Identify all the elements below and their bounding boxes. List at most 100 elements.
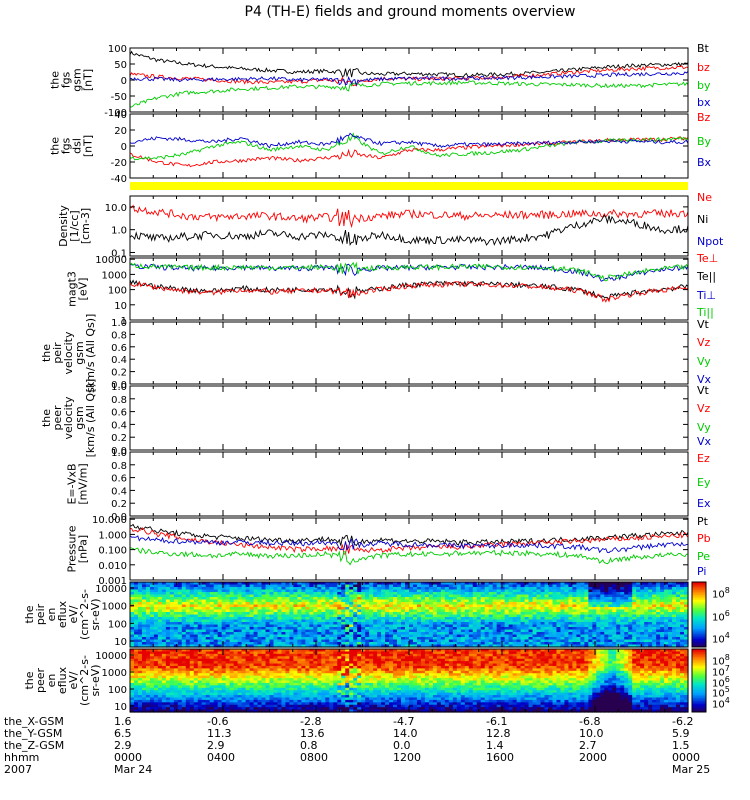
ytick-label: 0.2	[111, 433, 127, 444]
legend-ex: Ex	[697, 497, 711, 510]
series-pi	[129, 535, 689, 554]
ytick-label: 1000	[102, 602, 127, 613]
panel-fgs-dsl: 40 20 0 -20 -40 thefgsdsl[nT]	[49, 110, 689, 185]
footer-row-label: hhmm	[4, 751, 40, 764]
legend-te: Te||	[697, 270, 717, 283]
colorbar-tick: 104	[712, 631, 730, 646]
legend-vx: Vx	[697, 435, 712, 448]
plot-title: P4 (TH-E) fields and ground moments over…	[244, 4, 576, 20]
colorbar	[691, 648, 707, 713]
legend-vx: Vx	[697, 373, 712, 386]
panel-frame	[129, 113, 689, 179]
ytick-label: 10	[114, 301, 127, 312]
panel-peir-velocity: 1.00.80.60.40.20.0thepeirvelocitygsm[km/…	[40, 314, 689, 392]
legend-te: Te⊥	[697, 252, 719, 265]
footer-value: -0.6	[207, 715, 229, 728]
legend-npot: Npot	[697, 235, 724, 248]
colorbar	[691, 581, 707, 648]
footer-value: 0800	[300, 751, 328, 764]
ytick-label: 10.000	[92, 515, 127, 526]
legend-bz: Bz	[697, 111, 711, 124]
panel-peer-en-eflux: 10000 1000 100 10 thepeerenefluxeV/(cm^2-s-s…	[23, 648, 707, 713]
footer-value: -4.7	[393, 715, 415, 728]
legend-by: By	[697, 135, 712, 148]
footer-row-label: the_Y-GSM	[4, 727, 63, 740]
footer-value: 13.6	[300, 727, 325, 740]
panel-efield: 1.0 0.8 0.60.4 0.2 0.0 E=-VxB[mV/m]	[66, 448, 689, 523]
ytick-label: 20	[114, 126, 127, 137]
footer-value: 5.9	[672, 727, 690, 740]
footer-value: -6.2	[672, 715, 694, 728]
legend-bx: Bx	[697, 156, 712, 169]
footer-value: 1.5	[672, 739, 690, 752]
ytick-label: 0.4	[111, 420, 127, 431]
series-bx	[129, 132, 689, 149]
ytick-label: 0.4	[111, 355, 127, 366]
legend-vt: Vt	[697, 384, 709, 397]
legend-vy: Vy	[697, 421, 711, 434]
ytick-label: 10000	[95, 584, 127, 595]
ytick-label: 0.2	[111, 368, 127, 379]
legend-ne: Ne	[697, 191, 712, 204]
panel-peer-velocity: 1.0 0.8 0.60.4 0.2 0.0 thepeervelocitygsm[km/…	[40, 379, 689, 458]
footer-value: 2.7	[579, 739, 597, 752]
series-ti	[129, 263, 689, 282]
footer-row-label: the_X-GSM	[4, 715, 64, 728]
series-pe	[129, 547, 688, 566]
ytick-label: -100	[104, 108, 127, 119]
series-ni	[129, 214, 689, 247]
panel-frame	[129, 451, 689, 517]
series-te	[129, 280, 689, 303]
ytick-label: 0.1	[111, 248, 127, 259]
ylabel: thefgsgsm[nT]	[49, 68, 95, 91]
legend-vz: Vz	[697, 402, 711, 415]
panel-density: 10.0 1.0 0.1 Density[1/cc][cm-3]	[57, 195, 689, 259]
legend-vt: Vt	[697, 318, 709, 331]
footer-value: 12.8	[486, 727, 511, 740]
legend-pb: Pb	[697, 532, 711, 545]
footer-value: 6.5	[114, 727, 132, 740]
footer-value: 0000	[672, 751, 700, 764]
footer-value: Mar 24	[114, 763, 153, 776]
colorbar-tick: 106	[712, 674, 730, 689]
legend-ti: Ti⊥	[697, 289, 717, 302]
legend-pe: Pe	[697, 550, 711, 563]
series-by	[129, 80, 689, 108]
legend-pt: Pt	[697, 515, 708, 528]
ylabel: thepeervelocitygsm[km/s (All Qs)]	[40, 379, 97, 458]
ytick-label: 0.6	[111, 408, 127, 419]
ylabel: E=-VxB[mV/m]	[66, 463, 90, 504]
ytick-label: 0.2	[111, 499, 127, 510]
ytick-label: 0.8	[111, 461, 127, 472]
panel-frame	[129, 321, 689, 385]
footer-value: 2.9	[114, 739, 132, 752]
ytick-label: 10	[114, 702, 127, 713]
ytick-label: 10000	[95, 651, 127, 662]
ytick-label: 0.6	[111, 474, 127, 485]
series-bt	[129, 50, 689, 78]
legend-by: by	[697, 79, 711, 92]
legend-bt: Bt	[697, 42, 709, 55]
ytick-label: 0	[121, 142, 127, 153]
footer-value: 1.4	[486, 739, 504, 752]
ytick-label: 0.001	[98, 576, 127, 587]
footer-value: 2000	[579, 751, 607, 764]
colorbar-tick: 107	[712, 663, 730, 679]
ylabel: Density[1/cc][cm-3]	[57, 205, 92, 247]
series-pb	[129, 527, 689, 555]
series-bx	[129, 70, 689, 87]
ytick-label: 50	[114, 60, 127, 71]
footer-row-label: 2007	[4, 763, 32, 776]
ytick-label: 1.000	[98, 530, 127, 541]
ytick-label: 0	[121, 76, 127, 87]
panel-temperature: 10000 1000 100 10 1 magt3[eV]	[66, 255, 689, 327]
ytick-label: 0.0	[111, 380, 127, 391]
ytick-label: 1.0	[111, 448, 127, 459]
ytick-label: 1.0	[111, 226, 127, 237]
ytick-label: 100	[108, 44, 127, 55]
colorbar-tick: 106	[712, 608, 730, 623]
footer-value: 1.6	[114, 715, 132, 728]
footer-value: -6.1	[486, 715, 508, 728]
ytick-label: 0.8	[111, 330, 127, 341]
panel-peir-en-eflux: 10000 1000 100 10 thepeirenefluxeV/(cm^2-s-s…	[23, 581, 707, 648]
